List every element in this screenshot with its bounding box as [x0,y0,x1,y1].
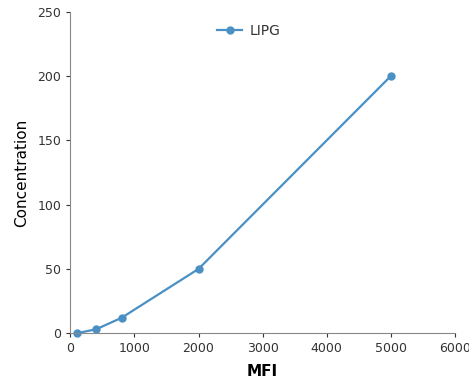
LIPG [196,267,201,271]
LIPG [93,327,99,332]
X-axis label: MFI: MFI [247,363,278,379]
LIPG [74,331,80,336]
Legend: LIPG: LIPG [212,19,286,44]
Line: LIPG: LIPG [73,73,394,337]
Y-axis label: Concentration: Concentration [14,118,29,227]
LIPG [119,316,124,320]
LIPG [388,74,393,78]
